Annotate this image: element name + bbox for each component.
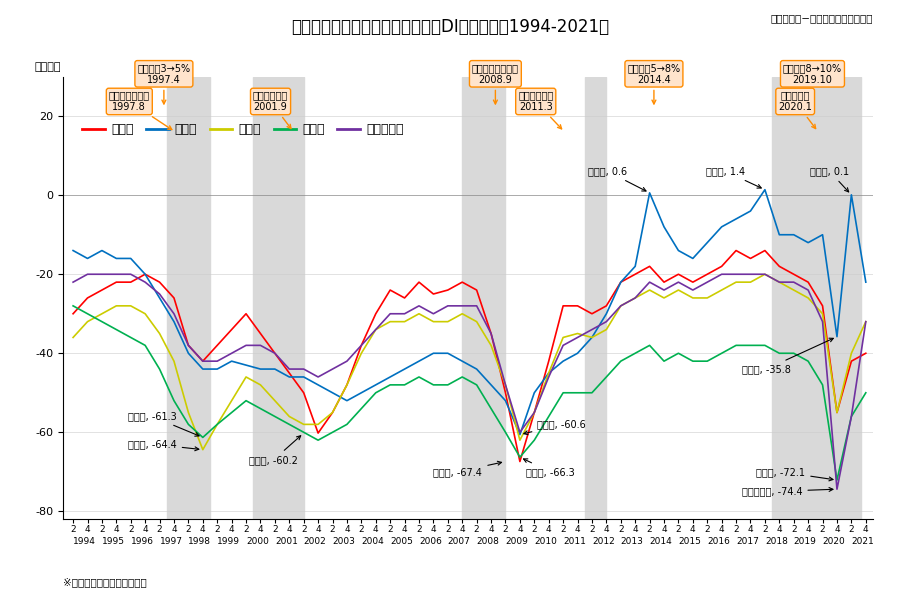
Text: 2011: 2011 xyxy=(563,537,586,546)
Text: 図１　５産業の景況感（業況水準DI）の推移：1994-2021年: 図１ ５産業の景況感（業況水準DI）の推移：1994-2021年 xyxy=(291,18,609,36)
Text: 同時多発テロ
2001.9: 同時多発テロ 2001.9 xyxy=(253,91,291,129)
Text: 小売業, -66.3: 小売業, -66.3 xyxy=(524,459,574,477)
Text: 2013: 2013 xyxy=(621,537,644,546)
Text: 2010: 2010 xyxy=(535,537,557,546)
Text: コロナ危機
2020.1: コロナ危機 2020.1 xyxy=(778,91,815,129)
Bar xyxy=(463,77,506,519)
Text: 2019: 2019 xyxy=(794,537,816,546)
Text: 2004: 2004 xyxy=(361,537,384,546)
Text: 2008: 2008 xyxy=(477,537,500,546)
Text: 2006: 2006 xyxy=(419,537,442,546)
Text: 2001: 2001 xyxy=(274,537,298,546)
Text: 2017: 2017 xyxy=(736,537,759,546)
Text: 2002: 2002 xyxy=(303,537,327,546)
Text: （ＤＩ）: （ＤＩ） xyxy=(35,63,61,73)
Text: 消費税率5→8%
2014.4: 消費税率5→8% 2014.4 xyxy=(627,63,680,104)
Text: 2015: 2015 xyxy=(679,537,701,546)
Text: 建設業, 1.4: 建設業, 1.4 xyxy=(706,166,761,188)
Text: 建設業, -60.6: 建設業, -60.6 xyxy=(524,419,586,435)
Text: 2007: 2007 xyxy=(448,537,471,546)
Text: アジア通貨危機
1997.8: アジア通貨危機 1997.8 xyxy=(109,91,172,130)
Text: 2020: 2020 xyxy=(823,537,845,546)
Text: 1996: 1996 xyxy=(130,537,154,546)
Text: 小売業, -72.1: 小売業, -72.1 xyxy=(756,467,833,481)
Text: ※灰色網掛けは景気後退局面: ※灰色網掛けは景気後退局面 xyxy=(63,577,147,586)
Text: 1998: 1998 xyxy=(188,537,212,546)
Text: 消費税率3→5%
1997.4: 消費税率3→5% 1997.4 xyxy=(138,63,191,104)
Bar xyxy=(253,77,303,519)
Text: 2000: 2000 xyxy=(246,537,269,546)
Text: 1995: 1995 xyxy=(102,537,125,546)
Text: 卸売業, -64.4: 卸売業, -64.4 xyxy=(128,439,199,451)
Text: 1994: 1994 xyxy=(73,537,96,546)
Bar xyxy=(166,77,210,519)
Text: 2012: 2012 xyxy=(592,537,615,546)
Text: 1999: 1999 xyxy=(217,537,240,546)
Text: 東日本大震災
2011.3: 東日本大震災 2011.3 xyxy=(518,91,562,129)
Text: 2003: 2003 xyxy=(332,537,356,546)
Text: 建設業, -35.8: 建設業, -35.8 xyxy=(742,338,833,374)
Text: 2021: 2021 xyxy=(851,537,874,546)
Bar xyxy=(585,77,607,519)
Text: 2005: 2005 xyxy=(391,537,413,546)
Text: リーマンショック
2008.9: リーマンショック 2008.9 xyxy=(472,63,519,104)
Text: （「良い」−「悪い」今期の水準）: （「良い」−「悪い」今期の水準） xyxy=(770,14,873,24)
Text: 2016: 2016 xyxy=(707,537,730,546)
Text: 小売業, -61.3: 小売業, -61.3 xyxy=(128,411,199,436)
Text: 製造業, -60.2: 製造業, -60.2 xyxy=(249,436,301,465)
Text: 2009: 2009 xyxy=(506,537,528,546)
Legend: 製造業, 建設業, 卸売業, 小売業, サービス業: 製造業, 建設業, 卸売業, 小売業, サービス業 xyxy=(77,119,409,142)
Text: 2018: 2018 xyxy=(765,537,788,546)
Text: 製造業, -67.4: 製造業, -67.4 xyxy=(434,461,501,477)
Text: 2014: 2014 xyxy=(650,537,672,546)
Bar xyxy=(772,77,861,519)
Text: 建設業, 0.1: 建設業, 0.1 xyxy=(810,166,850,192)
Text: 建設業, 0.6: 建設業, 0.6 xyxy=(589,166,646,191)
Text: 1997: 1997 xyxy=(159,537,183,546)
Text: サービス業, -74.4: サービス業, -74.4 xyxy=(742,487,832,497)
Text: 消費税率8→10%
2019.10: 消費税率8→10% 2019.10 xyxy=(783,63,842,104)
